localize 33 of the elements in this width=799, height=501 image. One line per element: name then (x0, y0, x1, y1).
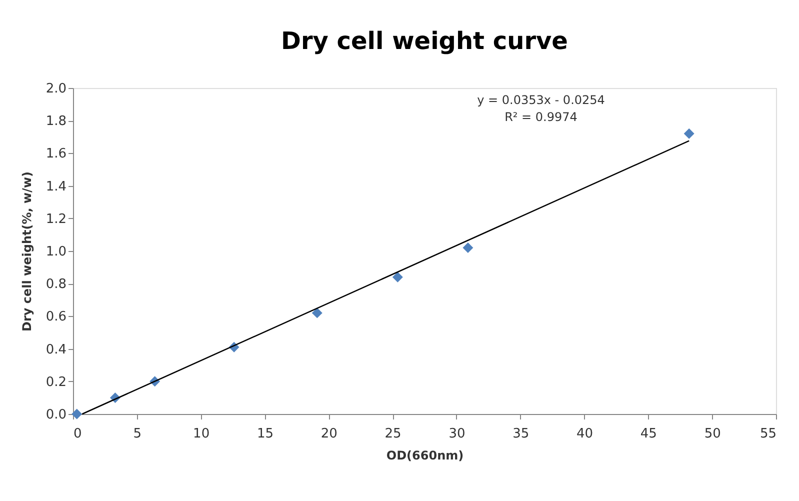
y-tick-label: 1.8 (46, 114, 66, 130)
x-tick-label: 55 (760, 426, 776, 442)
point (462, 242, 474, 253)
point (72, 408, 82, 420)
point (392, 272, 403, 282)
y-tick-label: 0.8 (46, 277, 66, 292)
y-tick-label: 0.6 (46, 310, 66, 325)
x-tick-label: 15 (256, 426, 274, 442)
x-tick-label: 25 (384, 426, 402, 442)
y-tick-label: 1.2 (46, 212, 66, 227)
y-tick-label: 0.4 (46, 342, 66, 358)
annotation: y = 0.0353x - 0.0254 (477, 93, 605, 107)
x-axis-title: OD(660nm) (386, 448, 464, 462)
x-tick-label: 0 (74, 426, 82, 442)
chart-title: Dry cell weight curve (281, 27, 568, 55)
x-tick-label: 35 (512, 426, 530, 442)
annotation: R² = 0.9974 (504, 110, 578, 124)
x-tick-label: 40 (576, 426, 594, 442)
x-tick-label: 10 (193, 426, 210, 442)
point (312, 308, 322, 318)
x-tick-label: 30 (448, 426, 466, 442)
y-tick-label: 0.0 (46, 408, 66, 422)
y-tick-label: 2.0 (46, 82, 66, 96)
point (684, 128, 694, 139)
y-axis-title: Dry cell weight(%, w/w) (20, 171, 34, 332)
y-tick-label: 1.0 (46, 244, 66, 260)
y-tick-label: 1.4 (46, 179, 66, 194)
x-tick-label: 20 (320, 426, 338, 442)
y-tick-label: 0.2 (46, 374, 66, 390)
y-tick-label: 1.6 (46, 146, 66, 162)
x-tick-label: 5 (133, 426, 142, 442)
x-tick-label: 45 (640, 426, 657, 442)
x-tick-label: 50 (704, 426, 721, 442)
